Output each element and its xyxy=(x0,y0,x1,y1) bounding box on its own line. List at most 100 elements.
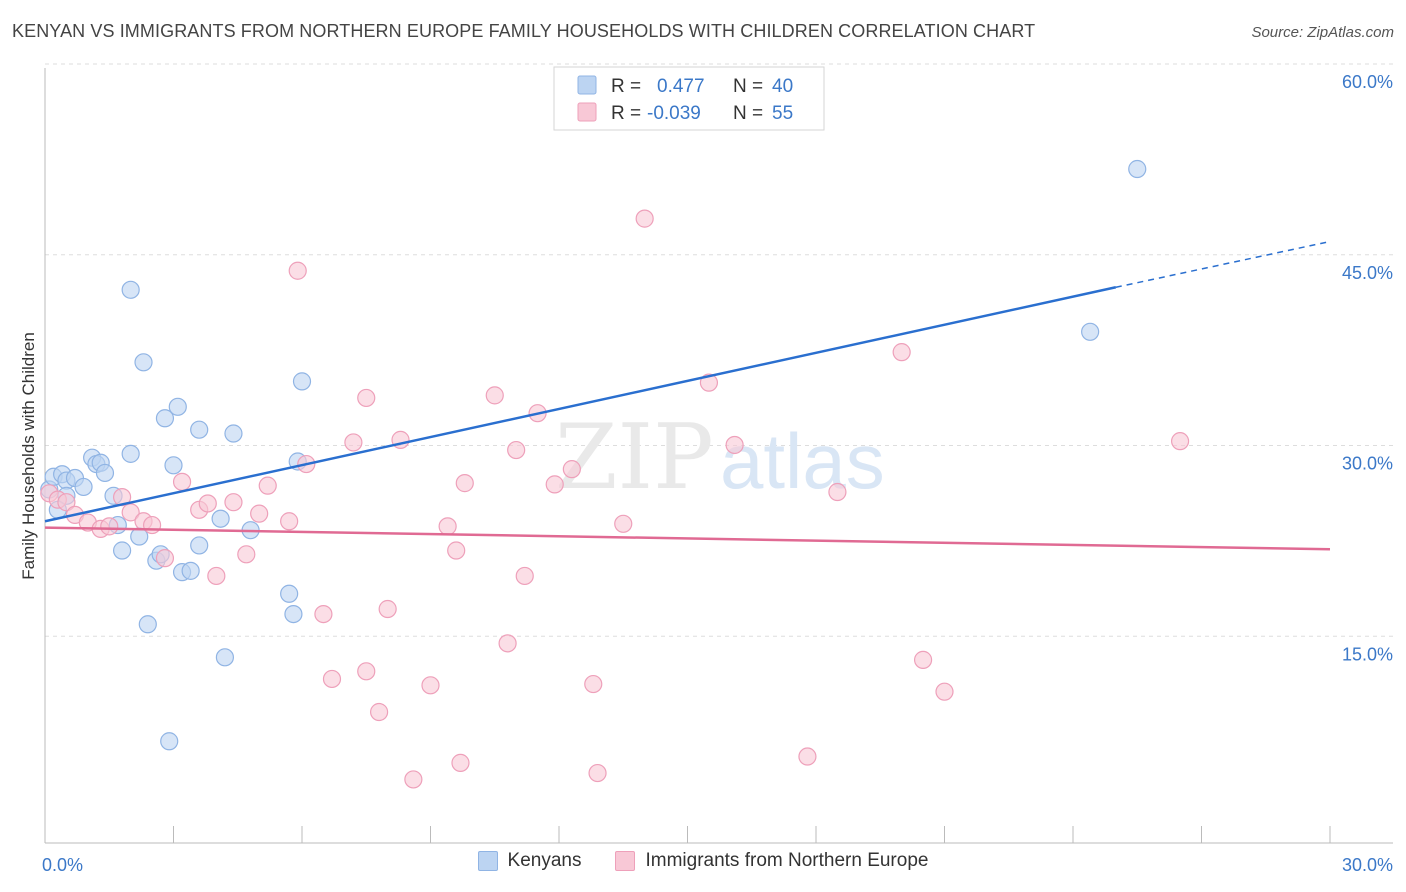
legend-r-label: R = xyxy=(611,103,641,124)
legend-box: R = 0.477 N = 40 R = -0.039 N = 55 xyxy=(553,66,825,131)
data-point xyxy=(57,493,76,512)
trend-lines xyxy=(44,240,1331,551)
legend-swatch-immigrants xyxy=(577,102,597,122)
data-point xyxy=(288,261,307,280)
data-point xyxy=(1128,159,1147,179)
bottom-legend: Kenyans Immigrants from Northern Europe xyxy=(0,850,1406,872)
legend-swatch-kenyans xyxy=(577,75,597,95)
data-point xyxy=(280,584,299,603)
data-point xyxy=(357,388,376,408)
data-point xyxy=(237,545,256,564)
data-point xyxy=(344,433,363,452)
data-point xyxy=(451,753,470,772)
data-point xyxy=(455,474,474,493)
data-point xyxy=(121,444,140,463)
data-point xyxy=(515,566,534,586)
data-point xyxy=(181,561,200,580)
data-point xyxy=(498,634,517,653)
legend-label-kenyans: Kenyans xyxy=(507,850,582,871)
legend-r-label: R = xyxy=(611,76,641,97)
data-point xyxy=(168,397,187,416)
data-point xyxy=(95,463,115,483)
legend-r-value: -0.039 xyxy=(647,103,701,124)
data-point xyxy=(584,674,603,694)
data-point xyxy=(357,662,376,681)
data-point xyxy=(155,409,175,428)
data-point xyxy=(224,493,243,512)
legend-r-value: 0.477 xyxy=(657,76,705,97)
data-point xyxy=(74,477,93,497)
chart-title: KENYAN VS IMMIGRANTS FROM NORTHERN EUROP… xyxy=(12,21,1036,41)
y-tick-label: 45.0% xyxy=(1342,263,1393,283)
data-point xyxy=(134,353,153,372)
y-tick-labels: 15.0% 30.0% 45.0% 60.0% xyxy=(1342,72,1393,664)
data-point xyxy=(588,763,607,783)
watermark-atlas: atlas xyxy=(720,417,885,505)
data-point xyxy=(699,373,719,392)
axes xyxy=(44,68,1393,844)
data-point xyxy=(198,494,217,513)
data-point xyxy=(280,512,299,531)
data-point xyxy=(207,566,226,586)
data-point xyxy=(164,456,183,475)
data-point xyxy=(404,770,423,789)
y-tick-label: 15.0% xyxy=(1342,644,1393,664)
data-point xyxy=(438,517,457,536)
y-tick-label: 30.0% xyxy=(1342,454,1393,474)
x-tick-label: 0.0% xyxy=(42,855,83,875)
data-point xyxy=(322,669,342,689)
legend-n-label: N = xyxy=(733,103,763,124)
data-point xyxy=(258,476,277,495)
data-point xyxy=(378,599,397,619)
data-point xyxy=(112,541,132,560)
data-point xyxy=(421,676,440,695)
data-point xyxy=(250,504,269,523)
data-point xyxy=(725,435,744,455)
data-point xyxy=(828,482,847,502)
data-point xyxy=(172,472,192,491)
data-point xyxy=(215,648,234,667)
y-tick-label: 60.0% xyxy=(1342,72,1393,92)
watermark-zip: ZIP xyxy=(555,405,714,510)
data-point xyxy=(292,372,312,391)
legend-n-value: 55 xyxy=(772,103,793,124)
data-point xyxy=(1170,432,1190,451)
data-point xyxy=(1081,322,1100,341)
data-point xyxy=(224,424,243,443)
data-point xyxy=(447,541,466,560)
x-tick-label: 30.0% xyxy=(1342,855,1393,875)
data-point xyxy=(121,280,140,299)
grid-lines xyxy=(45,63,1393,637)
immigrants-trend-line xyxy=(44,526,1331,551)
watermark: ZIP atlas xyxy=(555,405,885,510)
data-point xyxy=(284,604,303,624)
data-point xyxy=(121,503,140,522)
data-point xyxy=(935,682,954,701)
data-point xyxy=(507,440,526,460)
data-point xyxy=(190,536,209,555)
data-point xyxy=(314,604,333,624)
legend-n-label: N = xyxy=(733,76,763,97)
data-point xyxy=(892,343,911,362)
data-point xyxy=(635,209,654,228)
data-point xyxy=(798,747,817,766)
data-point xyxy=(614,514,633,533)
legend-swatch-immigrants xyxy=(615,851,636,871)
legend-item-immigrants[interactable]: Immigrants from Northern Europe xyxy=(615,850,928,872)
data-point xyxy=(485,386,504,405)
data-point xyxy=(211,509,230,528)
data-point xyxy=(138,615,157,634)
data-point xyxy=(190,420,209,439)
legend-label-immigrants: Immigrants from Northern Europe xyxy=(645,850,929,871)
data-point xyxy=(100,517,119,536)
legend-item-kenyans[interactable]: Kenyans xyxy=(477,850,582,872)
legend-n-value: 40 xyxy=(772,76,793,97)
x-tick-labels: 0.0% 30.0% xyxy=(42,855,1393,875)
data-point xyxy=(370,702,389,722)
data-point xyxy=(142,515,162,535)
data-point xyxy=(913,650,933,669)
data-point xyxy=(160,732,179,751)
data-point xyxy=(155,549,175,568)
data-point xyxy=(562,460,581,479)
